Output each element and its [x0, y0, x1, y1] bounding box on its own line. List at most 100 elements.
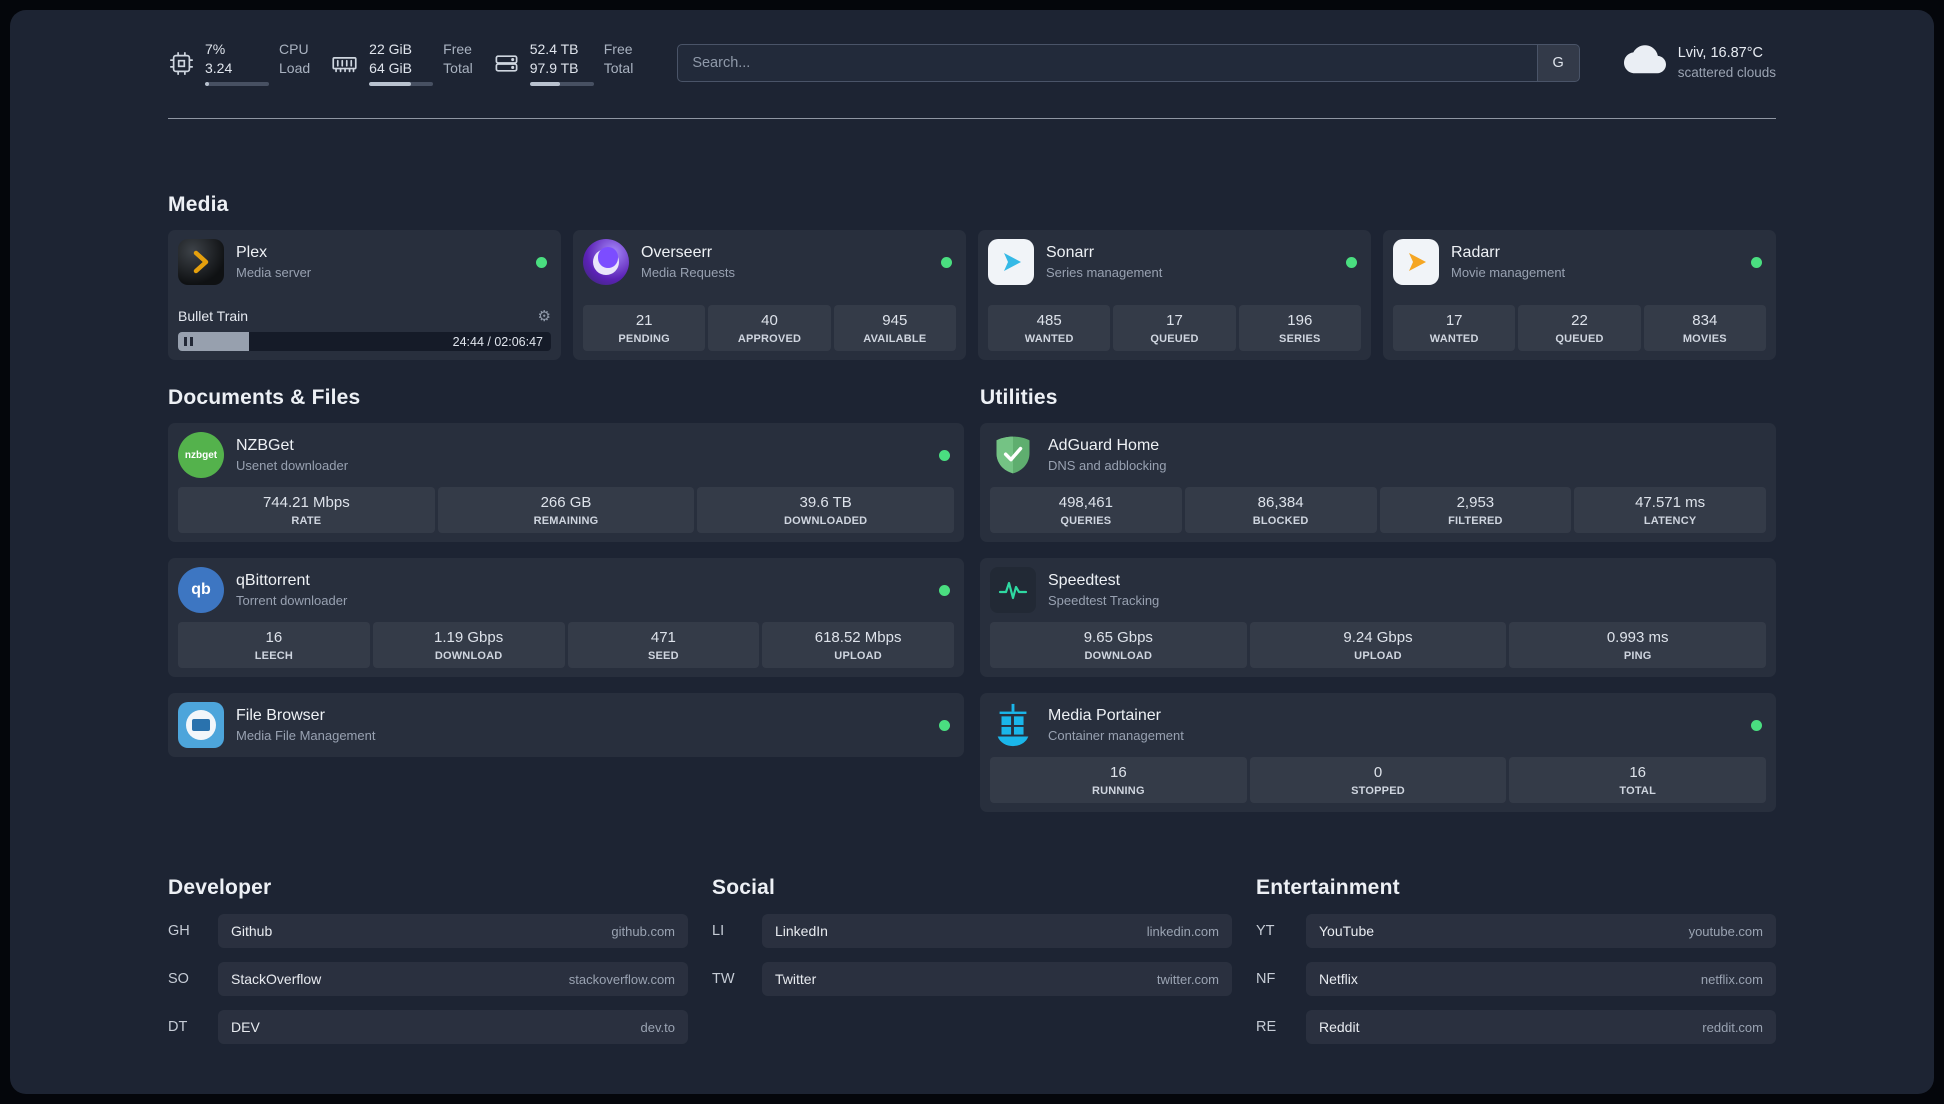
- now-playing-title: Bullet Train: [178, 308, 249, 324]
- bookmark-github[interactable]: Github github.com: [218, 914, 688, 948]
- stat-approved: 40 APPROVED: [708, 305, 831, 351]
- stat-download: 1.19 Gbps DOWNLOAD: [372, 622, 565, 668]
- cpu-icon: [168, 50, 195, 77]
- gear-icon[interactable]: ⚙: [537, 307, 551, 325]
- service-card-portainer[interactable]: Media Portainer Container management 16 …: [980, 693, 1776, 812]
- bookmark-row: RE Reddit reddit.com: [1256, 1010, 1776, 1044]
- radarr-icon: [1393, 239, 1439, 285]
- service-name: Sonarr: [1046, 244, 1095, 261]
- bookmark-row: DT DEV dev.to: [168, 1010, 688, 1044]
- bookmark-reddit[interactable]: Reddit reddit.com: [1306, 1010, 1776, 1044]
- plex-header: Plex Media server: [178, 239, 551, 285]
- stat-running: 16 RUNNING: [990, 757, 1247, 803]
- disk-label-top: Free: [603, 41, 633, 58]
- bookmarks-developer: Developer GH Github github.com SO StackO…: [168, 876, 688, 1044]
- stat-wanted: 485 WANTED: [988, 305, 1111, 351]
- speedtest-header: Speedtest Speedtest Tracking: [990, 567, 1766, 613]
- status-dot: [941, 256, 952, 268]
- disk-widget: 52.4 TB 97.9 TB Free Total: [493, 40, 634, 86]
- overseerr-header: Overseerr Media Requests: [583, 239, 956, 285]
- stat-movies: 834 MOVIES: [1643, 305, 1766, 351]
- bookmark-dev[interactable]: DEV dev.to: [218, 1010, 688, 1044]
- service-card-sonarr[interactable]: Sonarr Series management 485 WANTED 17 Q…: [978, 230, 1371, 360]
- section-title-developer: Developer: [168, 876, 272, 899]
- weather-text: Lviv, 16.87°C scattered clouds: [1678, 43, 1776, 82]
- service-name: File Browser: [236, 707, 325, 724]
- service-card-adguard[interactable]: AdGuard Home DNS and adblocking 498,461 …: [980, 423, 1776, 542]
- service-subtitle: Container management: [1048, 728, 1184, 743]
- stat-blocked: 86,384 BLOCKED: [1184, 487, 1377, 533]
- cpu-label-bottom: Load: [279, 60, 311, 76]
- memory-usage-bar-fill: [369, 81, 412, 86]
- weather-widget: Lviv, 16.87°C scattered clouds: [1623, 43, 1776, 82]
- service-card-filebrowser[interactable]: File Browser Media File Management: [168, 693, 964, 757]
- bookmark-abbr: SO: [168, 971, 189, 987]
- cpu-widget: 7% 3.24 CPU Load: [168, 40, 310, 86]
- bookmark-abbr: GH: [168, 923, 190, 939]
- section-title-media: Media: [168, 193, 229, 216]
- service-card-plex[interactable]: Plex Media server Bullet Train ⚙ 24:44 /…: [168, 230, 561, 360]
- service-name: AdGuard Home: [1048, 437, 1160, 454]
- stat-pending: 21 PENDING: [583, 305, 706, 351]
- radarr-stats: 17 WANTED 22 QUEUED 834 MOVIES: [1393, 305, 1766, 351]
- service-subtitle: Media server: [236, 265, 312, 280]
- service-card-radarr[interactable]: Radarr Movie management 17 WANTED 22 QUE…: [1383, 230, 1776, 360]
- service-subtitle: Media File Management: [236, 728, 376, 743]
- service-card-overseerr[interactable]: Overseerr Media Requests 21 PENDING 40 A…: [573, 230, 966, 360]
- cpu-label-top: CPU: [279, 41, 309, 58]
- search-provider-button[interactable]: G: [1536, 45, 1579, 81]
- service-card-nzbget[interactable]: nzbget NZBGet Usenet downloader 744.21 M…: [168, 423, 964, 542]
- bookmark-twitter[interactable]: Twitter twitter.com: [762, 962, 1232, 996]
- bookmark-row: GH Github github.com: [168, 914, 688, 948]
- service-name: Media Portainer: [1048, 707, 1161, 724]
- sonarr-header: Sonarr Series management: [988, 239, 1361, 285]
- memory-values: 22 GiB 64 GiB: [369, 40, 434, 86]
- media-card-row: Plex Media server Bullet Train ⚙ 24:44 /…: [168, 230, 1776, 360]
- stat-download: 9.65 Gbps DOWNLOAD: [990, 622, 1247, 668]
- utilities-section: Utilities: [980, 386, 1776, 812]
- cpu-usage-value: 7%: [205, 41, 226, 58]
- stat-upload: 9.24 Gbps UPLOAD: [1249, 622, 1507, 668]
- disk-usage-bar: [529, 81, 594, 86]
- overseerr-icon: [583, 239, 629, 285]
- bookmark-netflix[interactable]: Netflix netflix.com: [1306, 962, 1776, 996]
- portainer-icon: [990, 702, 1036, 748]
- service-subtitle: Torrent downloader: [236, 593, 348, 608]
- speedtest-stats: 9.65 Gbps DOWNLOAD 9.24 Gbps UPLOAD 0.99…: [990, 622, 1767, 668]
- stat-leech: 16 LEECH: [178, 622, 370, 668]
- stat-remaining: 266 GB REMAINING: [437, 487, 695, 533]
- filebrowser-icon: [178, 702, 224, 748]
- service-name: Plex: [236, 244, 268, 261]
- section-title-social: Social: [712, 876, 776, 899]
- cpu-labels: CPU Load: [279, 40, 310, 86]
- bookmark-youtube[interactable]: YouTube youtube.com: [1306, 914, 1776, 948]
- nzbget-header: nzbget NZBGet Usenet downloader: [178, 432, 954, 478]
- stat-total: 16 TOTAL: [1509, 757, 1767, 803]
- memory-usage-bar: [369, 81, 434, 86]
- adguard-icon: [990, 432, 1036, 478]
- stat-series: 196 SERIES: [1238, 305, 1361, 351]
- search-input[interactable]: [678, 45, 1537, 81]
- player-progress-bar[interactable]: 24:44 / 02:06:47: [178, 332, 551, 351]
- disk-labels: Free Total: [604, 40, 634, 86]
- weather-location: Lviv, 16.87°C: [1677, 45, 1764, 62]
- pause-icon[interactable]: [184, 337, 193, 346]
- service-subtitle: Movie management: [1451, 265, 1566, 280]
- cloud-icon: [1623, 44, 1666, 82]
- disk-label-bottom: Total: [603, 60, 634, 76]
- disk-icon: [493, 50, 520, 77]
- bookmark-stackoverflow[interactable]: StackOverflow stackoverflow.com: [218, 962, 688, 996]
- bookmark-linkedin[interactable]: LinkedIn linkedin.com: [762, 914, 1232, 948]
- status-dot: [536, 256, 547, 268]
- radarr-header: Radarr Movie management: [1393, 239, 1766, 285]
- service-subtitle: DNS and adblocking: [1048, 458, 1167, 473]
- stat-latency: 47.571 ms LATENCY: [1574, 487, 1766, 533]
- memory-icon: [330, 50, 359, 77]
- service-card-qbittorrent[interactable]: qb qBittorrent Torrent downloader 16: [168, 558, 964, 677]
- topbar: 7% 3.24 CPU Load 22: [168, 36, 1776, 90]
- service-card-speedtest[interactable]: Speedtest Speedtest Tracking 9.65 Gbps D…: [980, 558, 1776, 677]
- bookmark-abbr: RE: [1256, 1019, 1277, 1035]
- service-name: Radarr: [1451, 244, 1500, 261]
- disk-total-value: 97.9 TB: [529, 60, 579, 76]
- status-dot: [939, 584, 950, 596]
